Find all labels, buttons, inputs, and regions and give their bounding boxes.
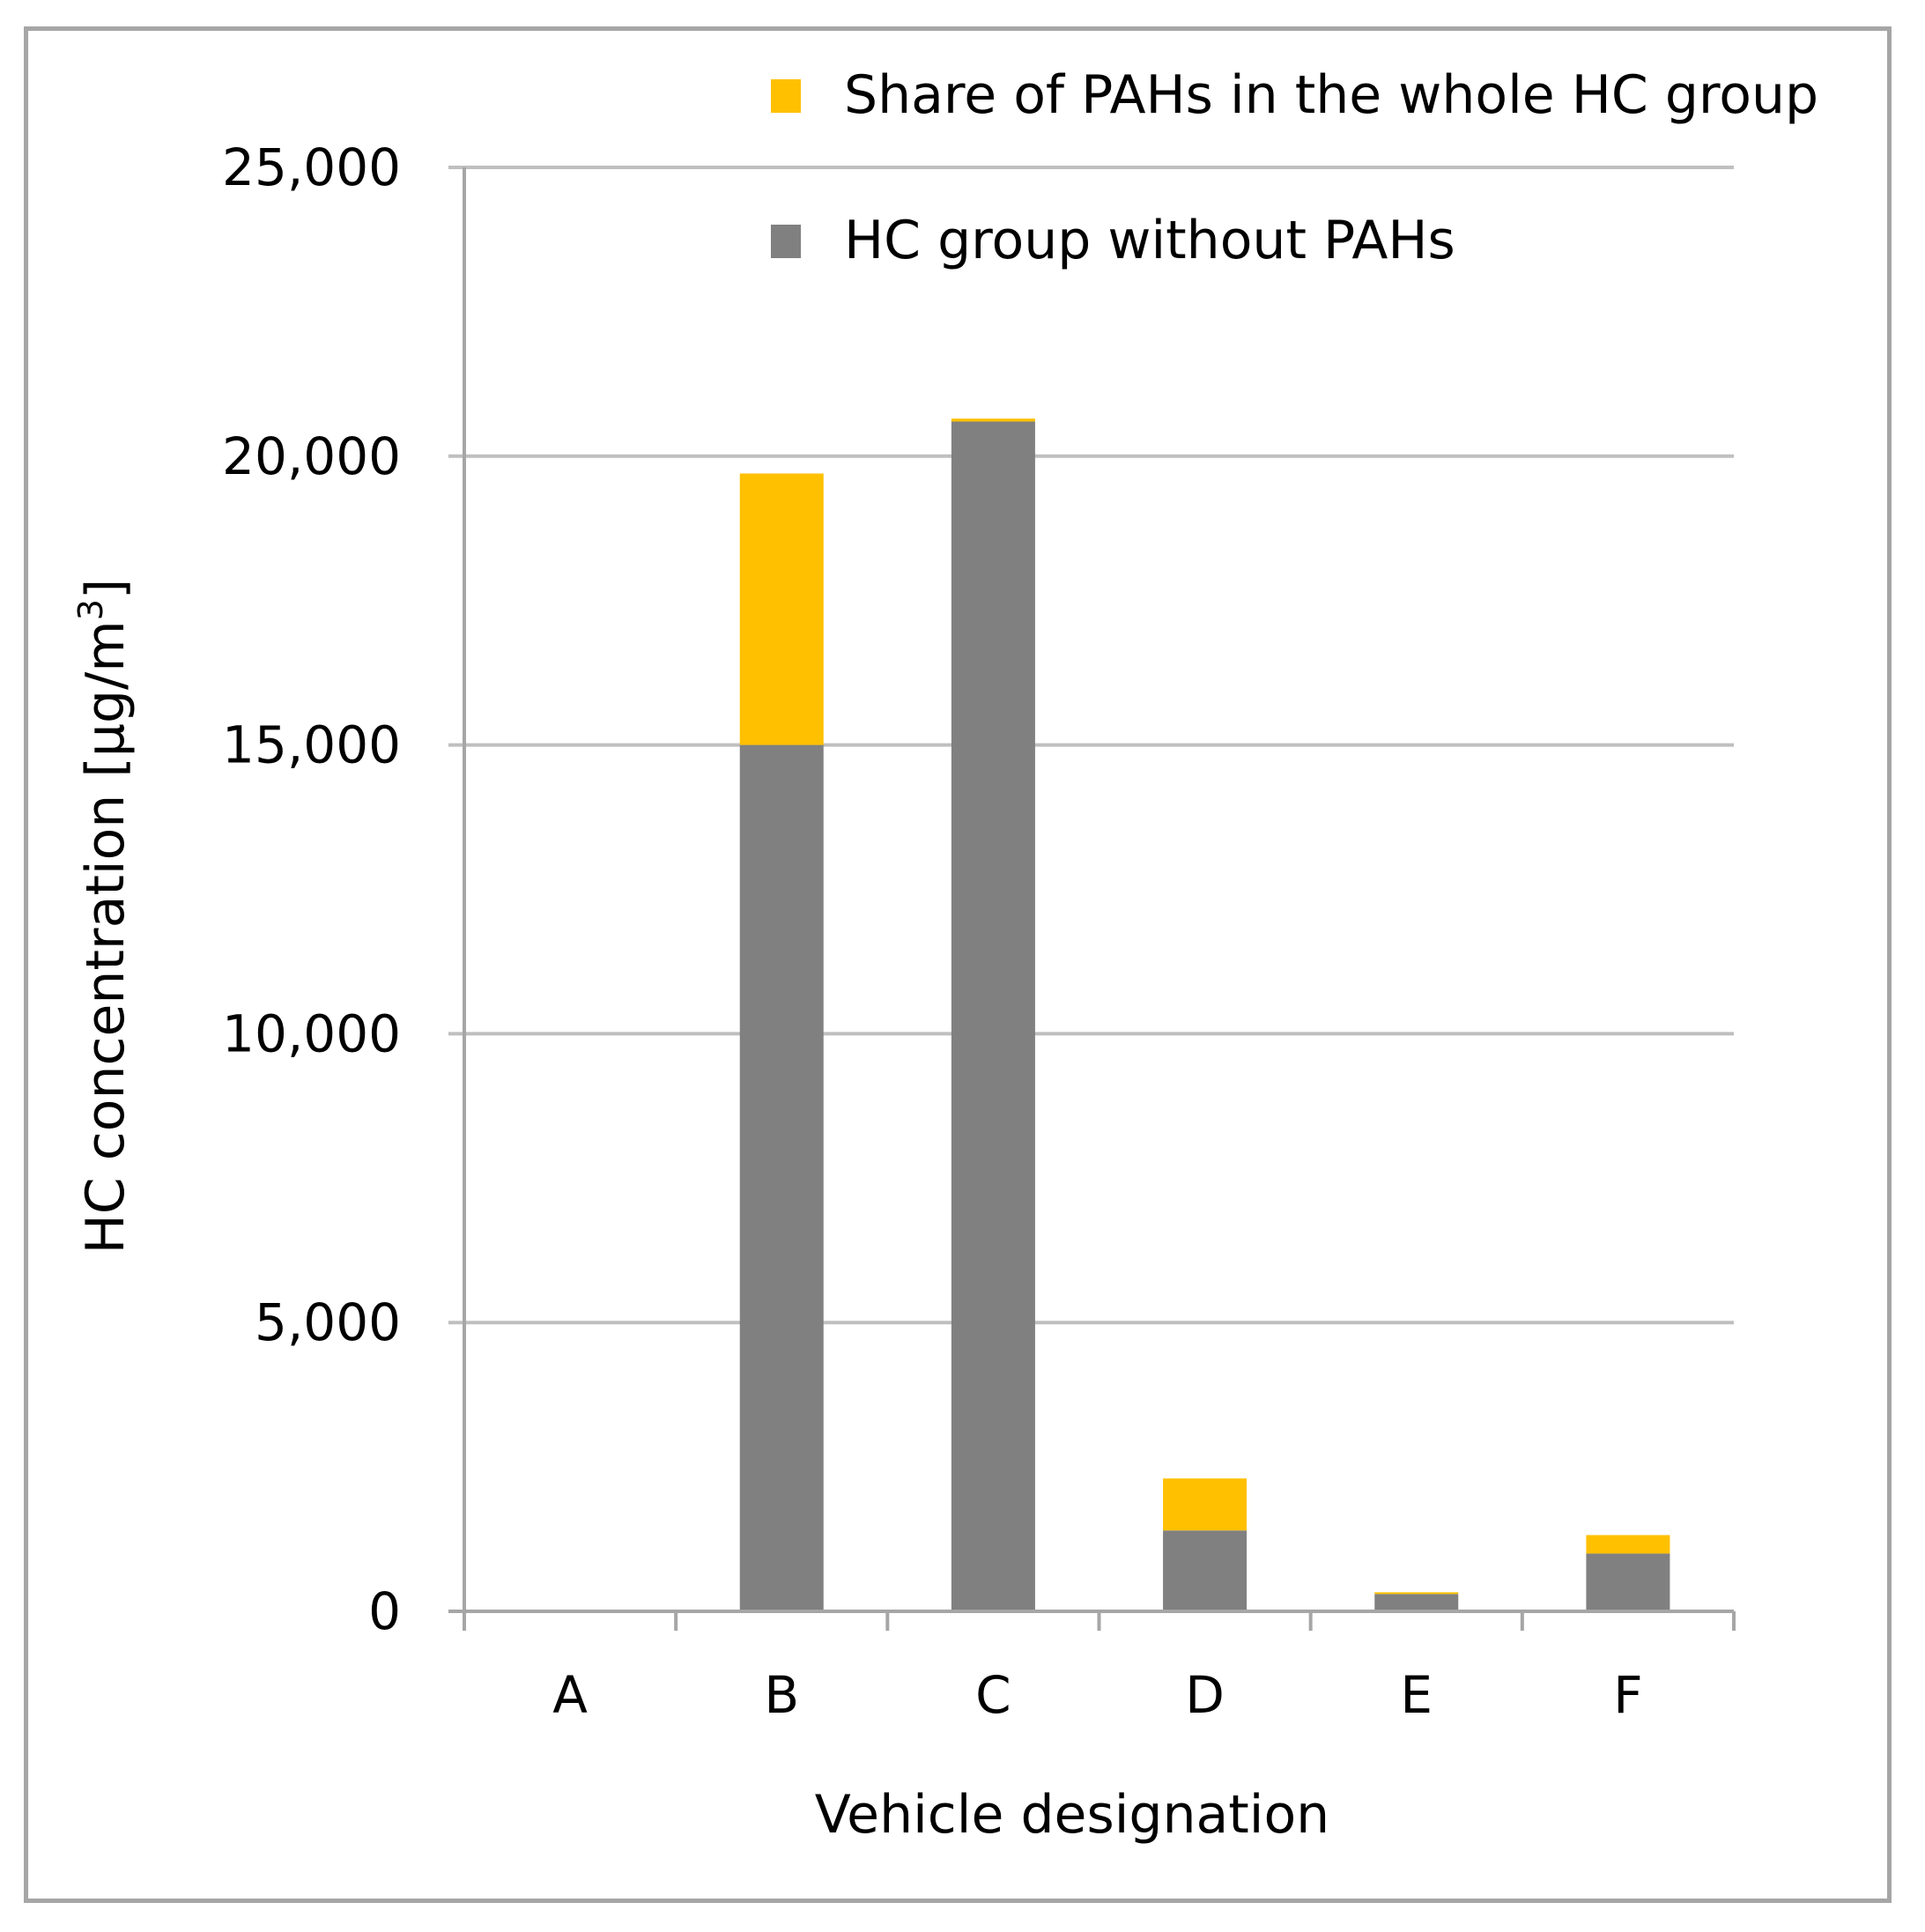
legend-entry-hc-without-pahs: HC group without PAHs	[771, 210, 1455, 271]
x-tick-label-E: E	[1400, 1665, 1433, 1725]
gridlines	[448, 166, 1734, 1325]
y-axis-title-suffix: ]	[75, 579, 137, 599]
axes	[448, 167, 1736, 1631]
x-tick-label-C: C	[975, 1665, 1011, 1725]
y-axis-title-superscript: 3	[71, 599, 110, 620]
x-tick-label-B: B	[764, 1665, 799, 1725]
y-tick-label-5000: 5,000	[255, 1292, 401, 1352]
bar-F-series-1	[1586, 1535, 1670, 1554]
y-tick-label-25000: 25,000	[222, 137, 401, 197]
y-tick-label-0: 0	[368, 1581, 401, 1641]
y-tick-label-20000: 20,000	[222, 426, 401, 486]
bar-E-series-0	[1374, 1594, 1459, 1611]
bar-C-series-0	[951, 421, 1035, 1611]
x-axis-title: Vehicle designation	[815, 1784, 1329, 1846]
bar-C-series-1	[951, 418, 1035, 422]
legend-label-pahs-share: Share of PAHs in the whole HC group	[844, 64, 1818, 126]
bar-D-series-0	[1163, 1530, 1248, 1611]
bar-B-series-0	[739, 744, 824, 1611]
legend-entry-pahs-share: Share of PAHs in the whole HC group	[771, 64, 1818, 126]
x-tick-label-F: F	[1613, 1665, 1642, 1725]
legend-swatch-pahs-share	[771, 79, 801, 113]
tick-labels: 0 5,000 10,000 15,000 20,000 25,000 A B C D E F	[222, 137, 1643, 1725]
bar-D-series-1	[1163, 1478, 1248, 1531]
y-tick-label-15000: 15,000	[222, 715, 401, 775]
bar-B-series-1	[739, 473, 824, 745]
y-axis-title: HC concentration [µg/m3]	[71, 579, 137, 1255]
x-tick-label-D: D	[1185, 1665, 1225, 1725]
bar-F-series-0	[1586, 1553, 1670, 1611]
bars	[739, 418, 1670, 1611]
legend-swatch-hc-without-pahs	[771, 225, 801, 258]
y-axis-title-main: HC concentration [µg/m	[75, 620, 137, 1254]
legend-label-hc-without-pahs: HC group without PAHs	[844, 210, 1455, 271]
y-tick-label-10000: 10,000	[222, 1003, 401, 1063]
legend: Share of PAHs in the whole HC group HC g…	[771, 64, 1818, 271]
bar-E-series-1	[1374, 1592, 1459, 1595]
x-tick-label-A: A	[552, 1665, 588, 1725]
